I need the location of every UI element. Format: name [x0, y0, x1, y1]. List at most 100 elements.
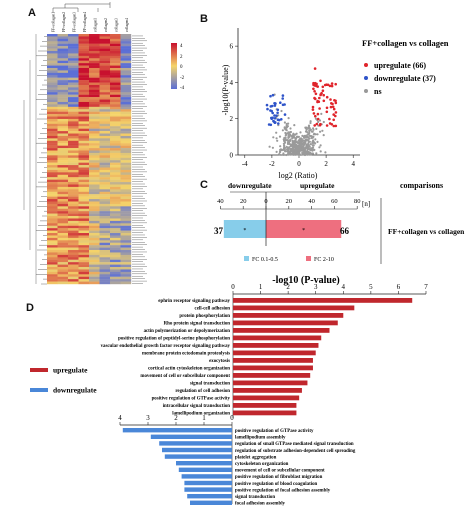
heatmap-cell: [47, 262, 58, 265]
volcano-point-ns: [287, 132, 290, 135]
heatmap-cell: [110, 235, 121, 239]
heatmap-cell: [68, 237, 79, 241]
heatmap-cell: [47, 211, 58, 214]
volcano-point-up: [332, 118, 335, 122]
heatmap-cell: [47, 126, 58, 129]
heatmap-cell: [120, 67, 132, 71]
heatmap-cell: [110, 36, 121, 40]
heatmap-cell: [57, 279, 69, 282]
heatmap-cell: [57, 89, 69, 93]
heatmap-cell: [89, 72, 100, 76]
heatmap-cell: [120, 111, 132, 115]
volcano-point-ns: [313, 148, 316, 151]
heatmap-cell: [78, 70, 90, 74]
heatmap-cell: [120, 50, 132, 54]
heatmap-cell: [78, 208, 90, 212]
heatmap-cell: [110, 240, 121, 243]
heatmap-cell: [110, 111, 121, 115]
heatmap-cell: [57, 262, 69, 265]
heatmap-cell: [99, 271, 111, 275]
heatmap-cell: [120, 165, 132, 168]
heatmap-cell: [78, 34, 90, 37]
heatmap-cell: [57, 114, 69, 117]
heatmap-cell: [99, 257, 111, 260]
heatmap-cell: [89, 228, 100, 231]
heatmap-cell: [57, 160, 69, 163]
heatmap-column-label: FF+collagen2: [62, 12, 66, 32]
go-down-category: positive regulation of fibroblast migrat…: [235, 475, 323, 480]
go-up-tick: 5: [369, 283, 373, 291]
heatmap-cell: [57, 271, 69, 275]
volcano-point-ns: [308, 140, 311, 143]
volcano-point-ns: [291, 147, 294, 150]
heatmap-cell: [68, 123, 79, 127]
heatmap-cell: [110, 184, 121, 188]
heatmap-cell: [57, 109, 69, 112]
go-up-category: positive regulation of GTPase activity: [152, 397, 231, 402]
heatmap-cell: [120, 206, 132, 209]
go-up-category: signal transduction: [190, 382, 230, 387]
heatmap-cell: [99, 223, 111, 226]
heatmap-cell: [99, 247, 111, 251]
heatmap-cell: [89, 269, 100, 273]
heatmap-cell: [110, 38, 121, 42]
volcano-point-down: [265, 103, 269, 107]
heatmap-cell: [47, 97, 58, 100]
comparison-axis-tick: 40: [217, 198, 224, 205]
heatmap-cell: [47, 145, 58, 149]
volcano-point-ns: [279, 150, 282, 153]
heatmap-cell: [120, 87, 132, 91]
heatmap-cell: [89, 196, 100, 200]
heatmap-cell: [89, 116, 100, 120]
go-up-category: Rho protein signal transduction: [164, 322, 231, 327]
heatmap-cell: [120, 189, 132, 192]
heatmap-cell: [99, 203, 111, 207]
heatmap-cell: [57, 196, 69, 200]
volcano-point-up: [328, 117, 331, 121]
heatmap-cell: [120, 58, 132, 61]
heatmap-cell: [89, 67, 100, 71]
heatmap-cell: [99, 267, 111, 270]
go-up-bar: [233, 350, 316, 356]
go-down-tick: 3: [146, 414, 150, 422]
heatmap-cell: [89, 133, 100, 137]
heatmap-cell: [99, 194, 111, 197]
volcano-y-tick: 2: [230, 115, 234, 123]
heatmap-cell: [57, 172, 69, 175]
heatmap-cell: [47, 196, 58, 200]
heatmap-cell: [99, 262, 111, 265]
heatmap-cell: [89, 233, 100, 236]
heatmap-cell: [120, 65, 132, 69]
downregulated-go-bars: 4 3 2 1 0 positive regulation of GTPase activ…: [118, 414, 356, 507]
volcano-point-ns: [279, 145, 282, 148]
heatmap-cell: [57, 48, 69, 52]
heatmap-cell: [120, 126, 132, 129]
heatmap-cell: [89, 58, 100, 61]
heatmap-cell: [47, 235, 58, 239]
heatmap-cell: [68, 75, 79, 78]
heatmap-cell: [47, 87, 58, 91]
heatmap-cell: [120, 230, 132, 234]
heatmap-cell: [68, 230, 79, 234]
volcano-point-ns: [311, 149, 314, 152]
heatmap-cell: [99, 101, 111, 105]
heatmap-cell: [57, 38, 69, 42]
color-scale: 4 2 0 -2 -4: [171, 43, 185, 91]
volcano-point-ns: [291, 149, 294, 153]
go-up-bar: [233, 403, 297, 408]
heatmap-cell: [68, 157, 79, 161]
heatmap-cell: [99, 48, 111, 52]
heatmap-cell: [68, 148, 79, 151]
heatmap-cell: [99, 145, 111, 149]
heatmap-cell: [120, 84, 132, 88]
volcano-point-ns: [313, 133, 316, 136]
heatmap-cell: [110, 216, 121, 219]
heatmap-cell: [47, 72, 58, 76]
heatmap-cell: [47, 240, 58, 243]
heatmap-cell: [68, 131, 79, 134]
heatmap-cell: [99, 50, 111, 54]
go-up-category: protein phosphorylation: [179, 314, 230, 319]
volcano-point-ns: [306, 135, 309, 138]
heatmap-cell: [68, 220, 79, 224]
heatmap-cell: [47, 101, 58, 105]
